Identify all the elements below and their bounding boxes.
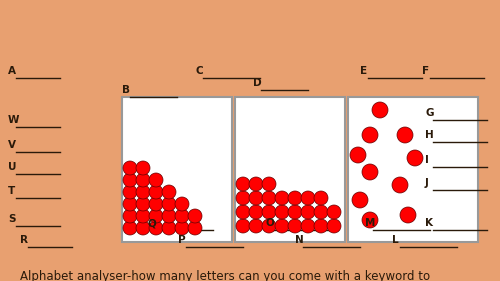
Circle shape — [350, 147, 366, 163]
Circle shape — [314, 219, 328, 233]
Circle shape — [400, 207, 416, 223]
Circle shape — [175, 221, 189, 235]
Circle shape — [407, 150, 423, 166]
Text: Alphabet analyser-how many letters can you come with a keyword to: Alphabet analyser-how many letters can y… — [20, 270, 430, 281]
Circle shape — [123, 209, 137, 223]
Circle shape — [288, 219, 302, 233]
Circle shape — [162, 209, 176, 223]
Circle shape — [288, 191, 302, 205]
Bar — [122, 97, 232, 242]
Circle shape — [275, 191, 289, 205]
Text: M: M — [365, 218, 376, 228]
Circle shape — [362, 212, 378, 228]
Circle shape — [123, 173, 137, 187]
Circle shape — [136, 197, 150, 211]
Circle shape — [149, 221, 163, 235]
Text: F: F — [422, 66, 429, 76]
Circle shape — [262, 177, 276, 191]
Circle shape — [136, 161, 150, 175]
Circle shape — [149, 185, 163, 199]
Circle shape — [352, 192, 368, 208]
Circle shape — [188, 221, 202, 235]
Circle shape — [372, 102, 388, 118]
Text: O: O — [265, 218, 274, 228]
Circle shape — [136, 173, 150, 187]
Text: N: N — [295, 235, 304, 245]
Text: J: J — [425, 178, 429, 188]
Circle shape — [149, 173, 163, 187]
Circle shape — [262, 205, 276, 219]
Text: B: B — [122, 85, 130, 95]
Circle shape — [249, 219, 263, 233]
Circle shape — [249, 191, 263, 205]
Circle shape — [262, 191, 276, 205]
Text: E: E — [360, 66, 367, 76]
Text: G: G — [425, 108, 434, 118]
Circle shape — [362, 164, 378, 180]
Circle shape — [327, 219, 341, 233]
Circle shape — [392, 177, 408, 193]
Text: S: S — [8, 214, 16, 224]
Text: U: U — [8, 162, 16, 172]
Text: L: L — [392, 235, 398, 245]
Circle shape — [275, 205, 289, 219]
Text: H: H — [425, 130, 434, 140]
Text: P: P — [178, 235, 186, 245]
Circle shape — [288, 205, 302, 219]
Circle shape — [175, 209, 189, 223]
Circle shape — [275, 219, 289, 233]
Circle shape — [123, 161, 137, 175]
Circle shape — [301, 205, 315, 219]
Circle shape — [301, 219, 315, 233]
Circle shape — [249, 177, 263, 191]
Circle shape — [162, 185, 176, 199]
Circle shape — [236, 191, 250, 205]
Text: W: W — [8, 115, 20, 125]
Circle shape — [123, 221, 137, 235]
Text: T: T — [8, 186, 15, 196]
Circle shape — [236, 177, 250, 191]
Circle shape — [175, 197, 189, 211]
Circle shape — [123, 197, 137, 211]
Bar — [348, 97, 478, 242]
Circle shape — [327, 205, 341, 219]
Bar — [235, 97, 345, 242]
Circle shape — [136, 221, 150, 235]
Circle shape — [123, 185, 137, 199]
Circle shape — [136, 185, 150, 199]
Text: V: V — [8, 140, 16, 150]
Text: D: D — [253, 78, 262, 88]
Text: C: C — [195, 66, 202, 76]
Circle shape — [236, 205, 250, 219]
Circle shape — [262, 219, 276, 233]
Circle shape — [314, 191, 328, 205]
Circle shape — [162, 197, 176, 211]
Circle shape — [249, 205, 263, 219]
Text: Q: Q — [148, 218, 157, 228]
Circle shape — [301, 191, 315, 205]
Circle shape — [149, 209, 163, 223]
Text: A: A — [8, 66, 16, 76]
Circle shape — [314, 205, 328, 219]
Circle shape — [236, 219, 250, 233]
Text: R: R — [20, 235, 28, 245]
Circle shape — [188, 209, 202, 223]
Circle shape — [149, 197, 163, 211]
Circle shape — [362, 127, 378, 143]
Circle shape — [162, 221, 176, 235]
Text: I: I — [425, 155, 429, 165]
Circle shape — [397, 127, 413, 143]
Circle shape — [136, 209, 150, 223]
Text: K: K — [425, 218, 433, 228]
